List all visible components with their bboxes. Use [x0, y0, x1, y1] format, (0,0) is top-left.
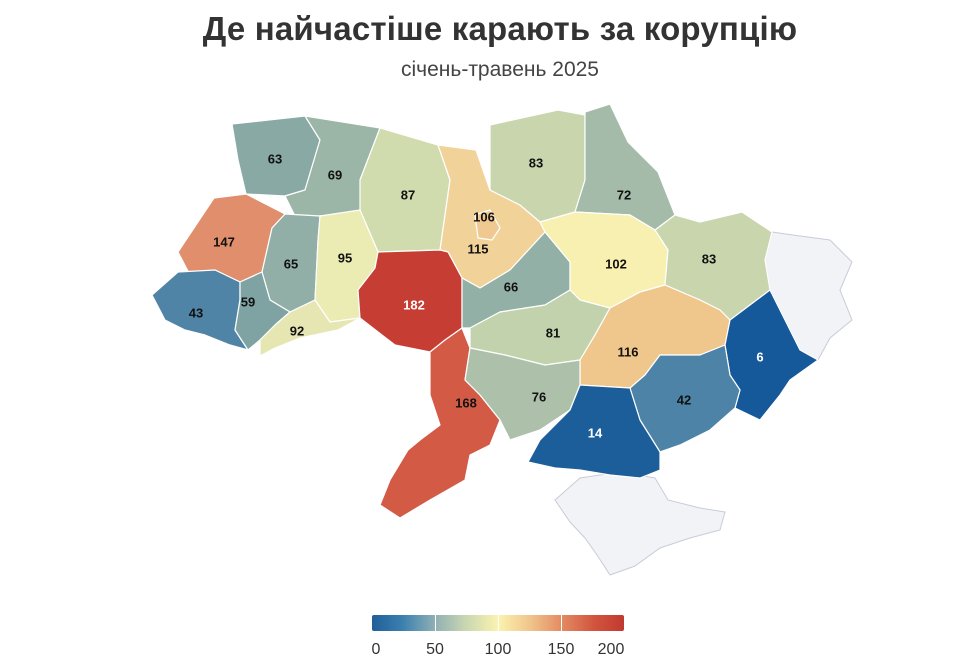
label-khmelnytskyi: 95 — [338, 250, 352, 265]
label-dnipro: 116 — [618, 344, 639, 359]
label-chernihiv: 83 — [529, 155, 543, 170]
legend-tick-mark-150 — [561, 615, 562, 631]
label-donetsk: 6 — [756, 349, 763, 364]
region-chernivtsi[interactable] — [259, 299, 361, 357]
legend-tick-mark-100 — [498, 615, 499, 631]
label-chernivtsi: 92 — [290, 323, 304, 338]
label-kyiv-city: 115 — [468, 241, 489, 256]
region-kherson[interactable] — [527, 384, 661, 479]
region-kyiv-city[interactable] — [474, 209, 501, 241]
region-crimea-no-data — [554, 471, 726, 576]
label-zaporizhzhia: 42 — [677, 392, 691, 407]
label-poltava: 102 — [605, 256, 627, 271]
label-zakarpattia: 43 — [189, 305, 203, 320]
legend-tick-label: 100 — [484, 641, 512, 658]
label-zhytomyr: 87 — [401, 187, 415, 202]
label-kirovohrad: 81 — [546, 325, 560, 340]
legend-tick-label: 150 — [547, 641, 575, 658]
map-title: Де найчастіше карають за корупцію — [202, 10, 798, 47]
label-vinnytsia: 182 — [403, 297, 425, 312]
label-ternopil: 65 — [284, 256, 298, 271]
label-volyn: 63 — [268, 151, 282, 166]
region-mykolaiv[interactable] — [464, 347, 581, 441]
label-lviv: 147 — [213, 234, 235, 249]
label-kherson: 14 — [588, 425, 603, 440]
legend-tick-label: 200 — [597, 641, 625, 658]
label-ivano-frankivsk: 59 — [241, 294, 255, 309]
label-kharkiv: 83 — [702, 251, 716, 266]
color-legend — [372, 615, 624, 631]
legend-tick-label: 0 — [371, 641, 381, 658]
map-subtitle: січень-травень 2025 — [401, 58, 599, 81]
label-rivne: 69 — [328, 167, 342, 182]
region-value-labels: 63 69 87 106 115 83 72 147 65 95 182 66 … — [189, 151, 764, 440]
label-cherkasy: 66 — [504, 279, 518, 294]
label-kyiv-oblast: 106 — [473, 209, 495, 224]
legend-tick-mark-50 — [435, 615, 436, 631]
region-sumy[interactable] — [574, 103, 676, 231]
label-odesa: 168 — [455, 395, 477, 410]
label-sumy: 72 — [617, 187, 631, 202]
label-mykolaiv: 76 — [532, 389, 546, 404]
legend-tick-label: 50 — [426, 641, 444, 658]
